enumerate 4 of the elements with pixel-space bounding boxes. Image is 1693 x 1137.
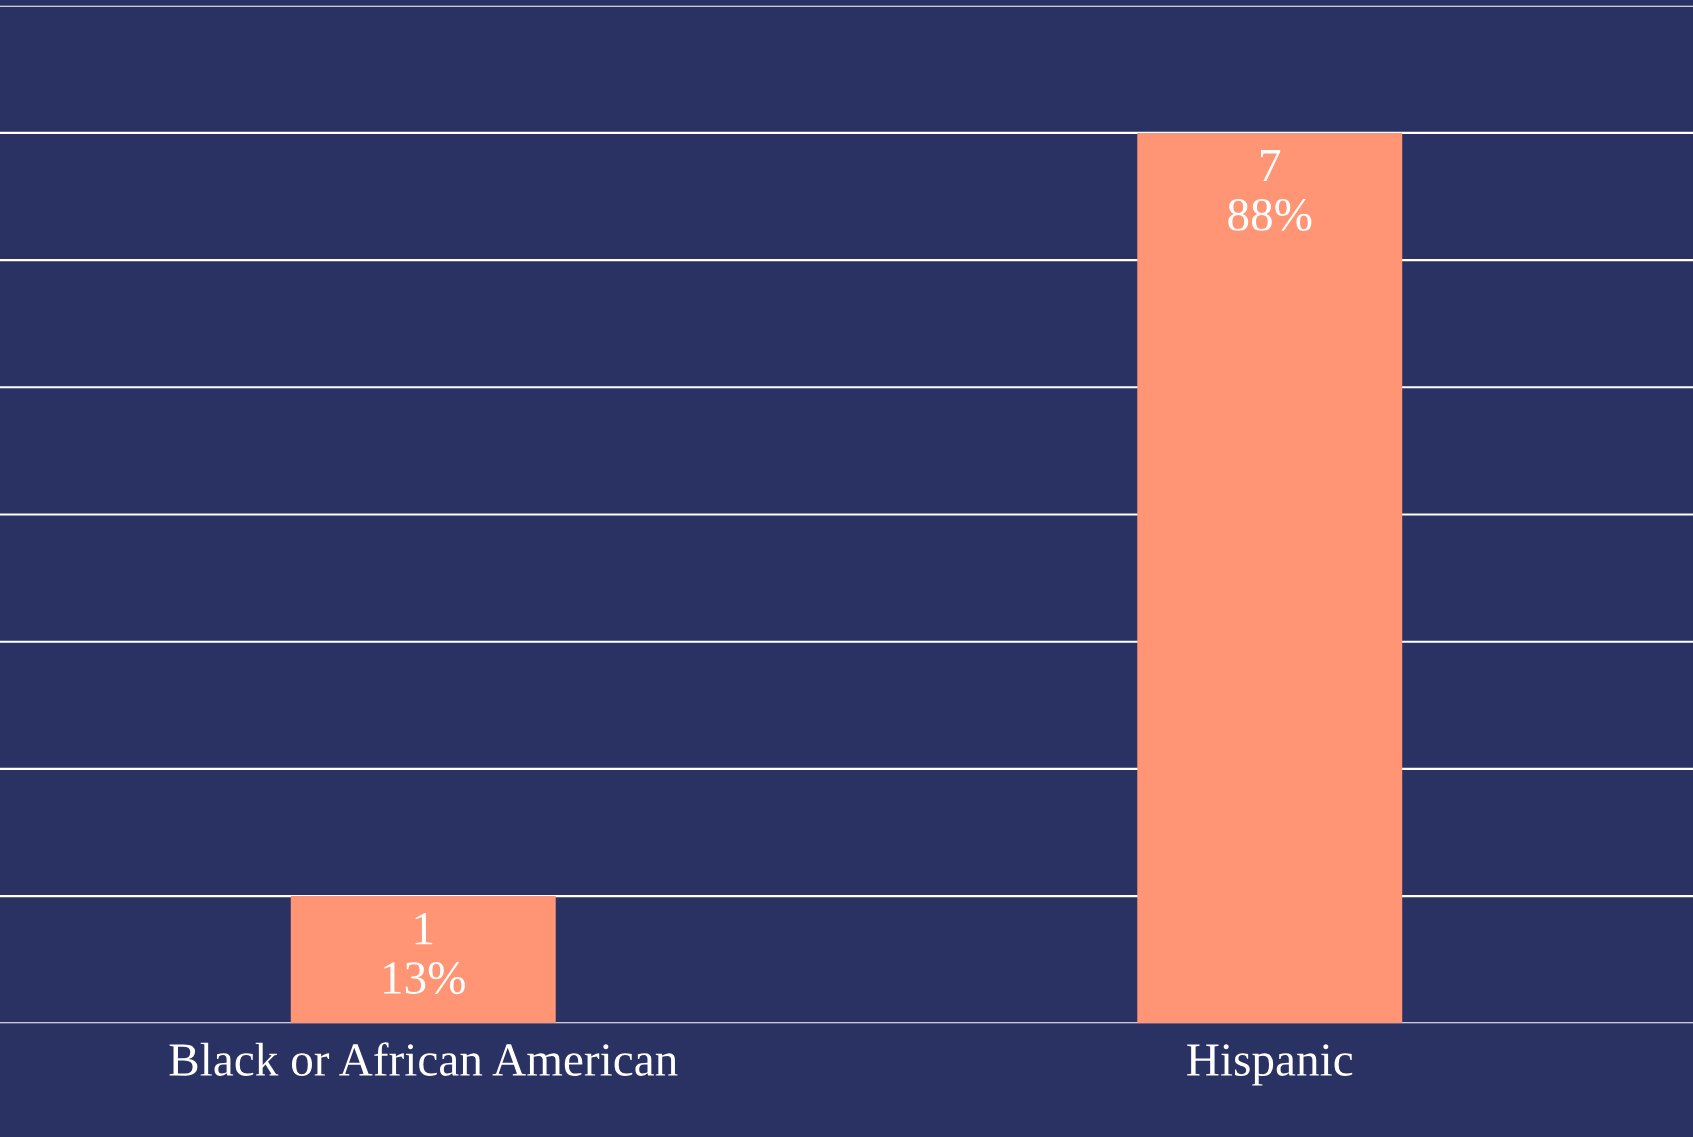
data-label: 1 13%	[384, 912, 465, 995]
x-tick-label: Hispanic	[1187, 1044, 1353, 1086]
x-tick-label: Black or African American	[169, 1042, 678, 1076]
data-label: 7 88%	[1228, 150, 1312, 231]
